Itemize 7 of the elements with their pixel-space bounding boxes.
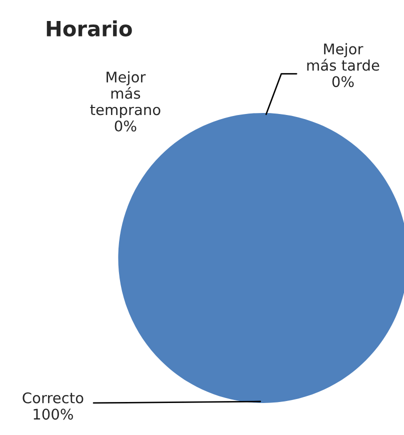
category-label: Mejor más tarde (307, 43, 380, 71)
text: 0% (332, 76, 354, 88)
category-label: Mejor más temprano (90, 71, 160, 118)
slice-label: Correcto (22, 392, 84, 404)
data-label: 100% (34, 408, 73, 420)
text: 0% (114, 120, 136, 132)
chart-title: Horario (46, 20, 132, 36)
